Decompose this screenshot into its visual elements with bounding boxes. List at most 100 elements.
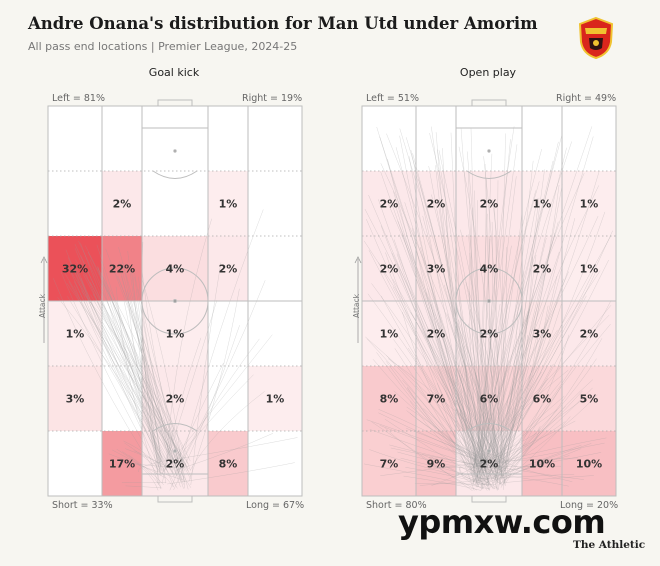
pass-line [478,251,560,476]
pass-line [368,194,489,475]
pass-line [497,271,525,472]
pass-line [460,229,497,474]
goal-kick-right-share: Right = 19% [242,93,303,104]
pass-line [475,273,596,485]
pass-line [372,359,500,484]
pass-line [468,290,489,485]
watermark-text: ypmxw.com [398,503,606,541]
man-utd-crest-icon [578,16,614,60]
cell-percentage-label: 2% [219,263,238,276]
pass-line [477,245,512,464]
pass-line [366,419,489,466]
heat-cell [208,236,248,301]
pass-line [365,336,495,464]
pass-line [387,203,495,489]
heat-cell [562,301,616,366]
goal-kick-left-share: Left = 81% [52,93,105,104]
pass-line [133,450,166,473]
pass-line [499,136,594,480]
open-play-short-share: Short = 80% [366,500,427,511]
pass-line [130,267,184,489]
pass-line [471,270,601,484]
chart-title: Andre Onana's distribution for Man Utd u… [28,14,538,33]
cell-percentage-label: 1% [580,198,599,211]
pass-line [378,412,506,470]
heat-cell [456,366,522,431]
pass-line [378,409,481,465]
pass-line [100,259,182,467]
pass-line [435,165,491,491]
pass-line [428,165,479,481]
pass-line [486,311,529,471]
pass-line [497,416,571,486]
pass-line [444,284,486,472]
pass-line [472,144,518,478]
pass-line [376,126,505,480]
cell-percentage-label: 6% [533,393,552,406]
pass-line [119,261,159,484]
pass-line [396,263,491,479]
open-play-panel-title: Open play [459,66,517,79]
pass-line [499,169,545,463]
cell-percentage-label: 2% [480,198,499,211]
pass-line [89,259,163,471]
pass-line [500,278,564,477]
pass-line [437,200,505,466]
pass-line [476,178,487,468]
cell-percentage-label: 2% [533,263,552,276]
cell-percentage-label: 9% [427,458,446,471]
pass-line [476,443,592,484]
pass-line [503,461,573,482]
pass-line [502,233,555,477]
pass-line [406,410,501,467]
pass-line [446,313,485,467]
cell-percentage-label: 7% [380,458,399,471]
pass-line [62,269,180,464]
pass-line [420,247,497,474]
cell-percentage-label: 1% [580,263,599,276]
heat-cell [102,171,142,236]
heat-cell [208,431,248,496]
pass-line [502,218,576,478]
bottom-goal [471,495,507,503]
pass-line [472,215,599,463]
pass-line [363,240,501,464]
pass-line [363,463,491,490]
pass-line [127,251,181,488]
pass-line [431,457,486,486]
bottom-penalty-spot [173,449,177,453]
open-play-long-share: Long = 20% [560,500,619,511]
pass-line [483,247,508,473]
cell-percentage-label: 8% [380,393,399,406]
heat-cell [362,171,416,236]
pass-line [74,285,174,475]
pass-line [379,136,485,489]
pass-line [483,156,499,491]
pass-line [442,148,477,467]
heat-cell [522,171,562,236]
pass-line [178,209,264,474]
heat-cell [416,171,456,236]
pass-line [394,348,474,478]
pass-line [481,469,490,474]
pass-line [498,275,558,462]
pass-line [481,201,497,488]
pass-line [387,358,506,462]
pass-line [488,153,499,476]
pass-line [491,444,582,480]
pass-line [112,449,166,479]
pass-line [371,283,488,462]
pass-line [433,466,479,468]
pass-line [406,388,491,476]
chart-subtitle: All pass end locations | Premier League,… [28,40,298,53]
pass-line [97,267,191,471]
pass-line [387,159,489,479]
top-penalty-spot [173,149,177,153]
pass-line [501,452,602,472]
pass-line [103,283,162,476]
pass-line [137,289,189,490]
cell-percentage-label: 1% [166,328,185,341]
open-play-left-share: Left = 51% [366,93,419,104]
pass-line [132,269,161,489]
pass-line [108,453,184,481]
